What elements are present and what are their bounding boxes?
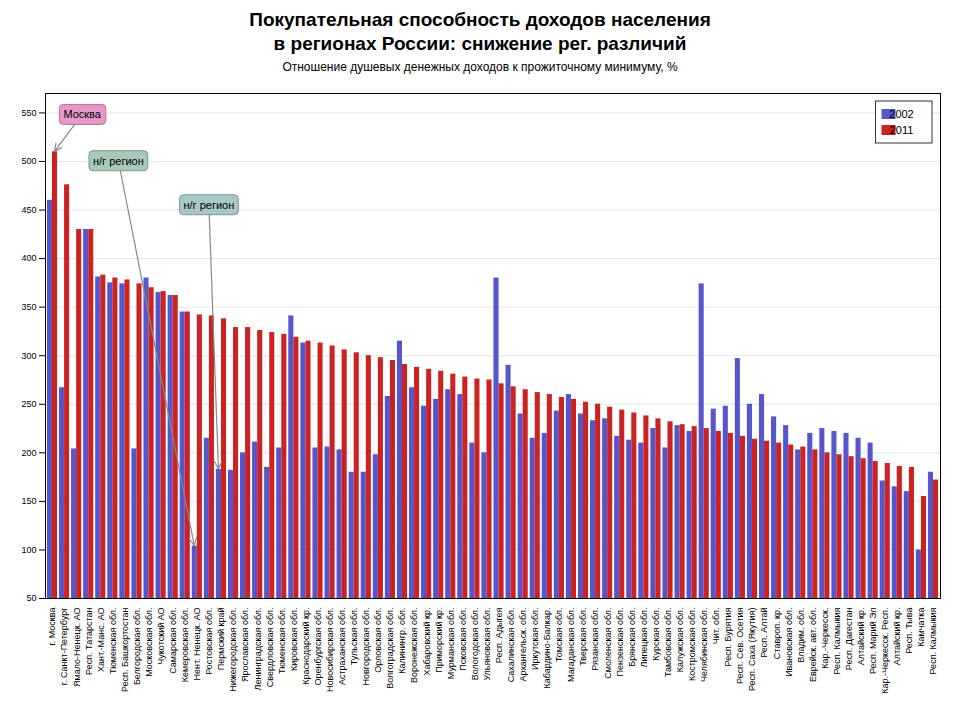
svg-text:Респ. Сев. Осетия: Респ. Сев. Осетия [735, 607, 745, 684]
svg-text:250: 250 [21, 399, 36, 409]
svg-text:Калужская обл.: Калужская обл. [675, 607, 685, 672]
svg-text:2011: 2011 [890, 124, 914, 136]
svg-text:Респ. Тыва: Респ. Тыва [904, 607, 914, 653]
svg-text:Респ. Дагестан: Респ. Дагестан [844, 607, 854, 670]
svg-text:Костромская обл.: Костромская обл. [687, 607, 697, 681]
svg-text:Респ. Алтай: Респ. Алтай [759, 607, 769, 657]
svg-text:Респ. Марий Эл: Респ. Марий Эл [868, 607, 878, 674]
svg-text:400: 400 [21, 253, 36, 263]
svg-text:Респ. Калмыкия: Респ. Калмыкия [832, 607, 842, 674]
svg-text:Нент. Ненецк. АО: Нент. Ненецк. АО [192, 607, 202, 680]
svg-text:Ленинградская обл.: Ленинградская обл. [253, 607, 263, 690]
svg-text:Ямало-Ненецк. АО: Ямало-Ненецк. АО [72, 607, 82, 686]
svg-text:Московская обл.: Московская обл. [144, 607, 154, 676]
svg-text:450: 450 [21, 204, 36, 214]
svg-text:500: 500 [21, 156, 36, 166]
svg-text:Краснодарский кр.: Краснодарский кр. [301, 607, 311, 684]
svg-text:2002: 2002 [889, 108, 913, 120]
svg-text:Ульяновская обл.: Ульяновская обл. [482, 607, 492, 680]
svg-text:Иркутская обл.: Иркутская обл. [530, 607, 540, 670]
svg-text:Брянская обл.: Брянская обл. [627, 607, 637, 666]
svg-text:Сахалинская обл.: Сахалинская обл. [506, 607, 516, 682]
svg-text:Кабардино-Балкар.: Кабардино-Балкар. [542, 607, 552, 688]
svg-text:Тверская обл.: Тверская обл. [578, 607, 588, 665]
svg-text:Респ. Татарстан: Респ. Татарстан [84, 607, 94, 674]
svg-text:Белгородская обл.: Белгородская обл. [132, 607, 142, 685]
svg-text:Магаданская обл.: Магаданская обл. [566, 607, 576, 681]
svg-text:Ивановская обл.: Ивановская обл. [784, 607, 794, 676]
svg-text:200: 200 [21, 447, 36, 457]
svg-text:Респ. Башкортостан: Респ. Башкортостан [120, 607, 130, 692]
svg-text:Владим. обл.: Владим. обл. [796, 607, 806, 662]
svg-text:Респ. Саха (Якутия): Респ. Саха (Якутия) [747, 607, 757, 691]
svg-text:Челябинская обл.: Челябинская обл. [699, 607, 709, 682]
svg-text:Свердловская обл.: Свердловская обл. [265, 607, 275, 687]
svg-text:Тамбовская обл.: Тамбовская обл. [663, 607, 673, 677]
svg-text:Оренбургская обл.: Оренбургская обл. [313, 607, 323, 685]
svg-text:г. Санкт-Петербург: г. Санкт-Петербург [59, 606, 69, 684]
svg-text:550: 550 [21, 107, 36, 117]
svg-text:Респ. Бурятия: Респ. Бурятия [723, 607, 733, 666]
svg-text:Томская обл.: Томская обл. [554, 607, 564, 662]
svg-text:Курская обл.: Курская обл. [651, 607, 661, 660]
svg-text:Волгоградская обл.: Волгоградская обл. [385, 607, 395, 688]
svg-text:100: 100 [21, 544, 36, 554]
svg-text:Пермский край: Пермский край [216, 607, 226, 670]
svg-text:300: 300 [21, 350, 36, 360]
svg-text:Хант.-Манс. АО: Хант.-Манс. АО [96, 607, 106, 671]
svg-text:Алтайский кр.: Алтайский кр. [892, 607, 902, 665]
svg-text:Камчатка: Камчатка [916, 607, 926, 646]
svg-text:Калинингр. обл.: Калинингр. обл. [397, 607, 407, 673]
svg-text:Пензенская обл.: Пензенская обл. [615, 607, 625, 676]
svg-text:Астраханская обл.: Астраханская обл. [337, 607, 347, 685]
svg-text:Нижегородская обл.: Нижегородская обл. [228, 607, 238, 691]
svg-text:Тюменская обл.: Тюменская обл. [277, 607, 287, 673]
svg-text:350: 350 [21, 302, 36, 312]
svg-text:150: 150 [21, 496, 36, 506]
svg-text:Алтайский кр.: Алтайский кр. [856, 607, 866, 665]
svg-text:Еврейск. авт. обл.: Еврейск. авт. обл. [808, 607, 818, 681]
svg-text:50: 50 [26, 593, 36, 603]
svg-text:Кар.-Черкесск. Респ.: Кар.-Черкесск. Респ. [880, 607, 890, 693]
svg-text:Мурманская обл.: Мурманская обл. [446, 607, 456, 679]
svg-text:Москва: Москва [63, 108, 101, 120]
svg-text:Липецкая обл.: Липецкая обл. [639, 607, 649, 667]
svg-text:Архангельск. обл.: Архангельск. обл. [518, 607, 528, 681]
svg-text:Приморский кр.: Приморский кр. [434, 607, 444, 672]
svg-text:Вологодская обл.: Вологодская обл. [470, 607, 480, 680]
svg-text:Новосибирская обл.: Новосибирская обл. [325, 607, 335, 691]
svg-text:Орловская обл.: Орловская обл. [373, 607, 383, 672]
svg-text:Ярославская обл.: Ярославская обл. [240, 607, 250, 681]
svg-text:г. Москва: г. Москва [47, 607, 57, 645]
svg-text:Кар.-Черкесск.: Кар.-Черкесск. [820, 607, 830, 668]
svg-text:Ростовская обл.: Ростовская обл. [204, 607, 214, 674]
svg-text:Псковская обл.: Псковская обл. [458, 607, 468, 670]
svg-text:Респ. Калмыкия: Респ. Калмыкия [928, 607, 938, 674]
svg-text:Самарская обл.: Самарская обл. [168, 607, 178, 673]
svg-text:Тульская обл.: Тульская обл. [349, 607, 359, 665]
svg-text:н/г регион: н/г регион [93, 154, 144, 166]
svg-text:Чит. обл.: Чит. обл. [711, 607, 721, 644]
svg-text:Чукотский АО: Чукотский АО [156, 607, 166, 664]
svg-text:Респ. Адыгея: Респ. Адыгея [494, 607, 504, 663]
svg-text:Смоленская обл.: Смоленская обл. [603, 607, 613, 678]
svg-text:Кировская обл.: Кировская обл. [289, 607, 299, 670]
svg-text:н/г регион: н/г регион [183, 198, 234, 210]
html-text:Отношение душевых денежных дох: Отношение душевых денежных доходов к про… [282, 59, 678, 74]
svg-text:Новгородская обл.: Новгородская обл. [361, 607, 371, 685]
html-text:Покупательная способность дохо: Покупательная способность доходов населе… [249, 9, 711, 54]
svg-text:Ставроп. кр.: Ставроп. кр. [771, 607, 781, 659]
svg-text:Воронежская обл.: Воронежская обл. [409, 607, 419, 682]
svg-text:Хабаровский кр.: Хабаровский кр. [422, 607, 432, 675]
svg-text:Кемеровская обл.: Кемеровская обл. [180, 607, 190, 682]
svg-text:Тюменская обл.: Тюменская обл. [108, 607, 118, 673]
svg-text:Рязанская обл.: Рязанская обл. [590, 607, 600, 670]
